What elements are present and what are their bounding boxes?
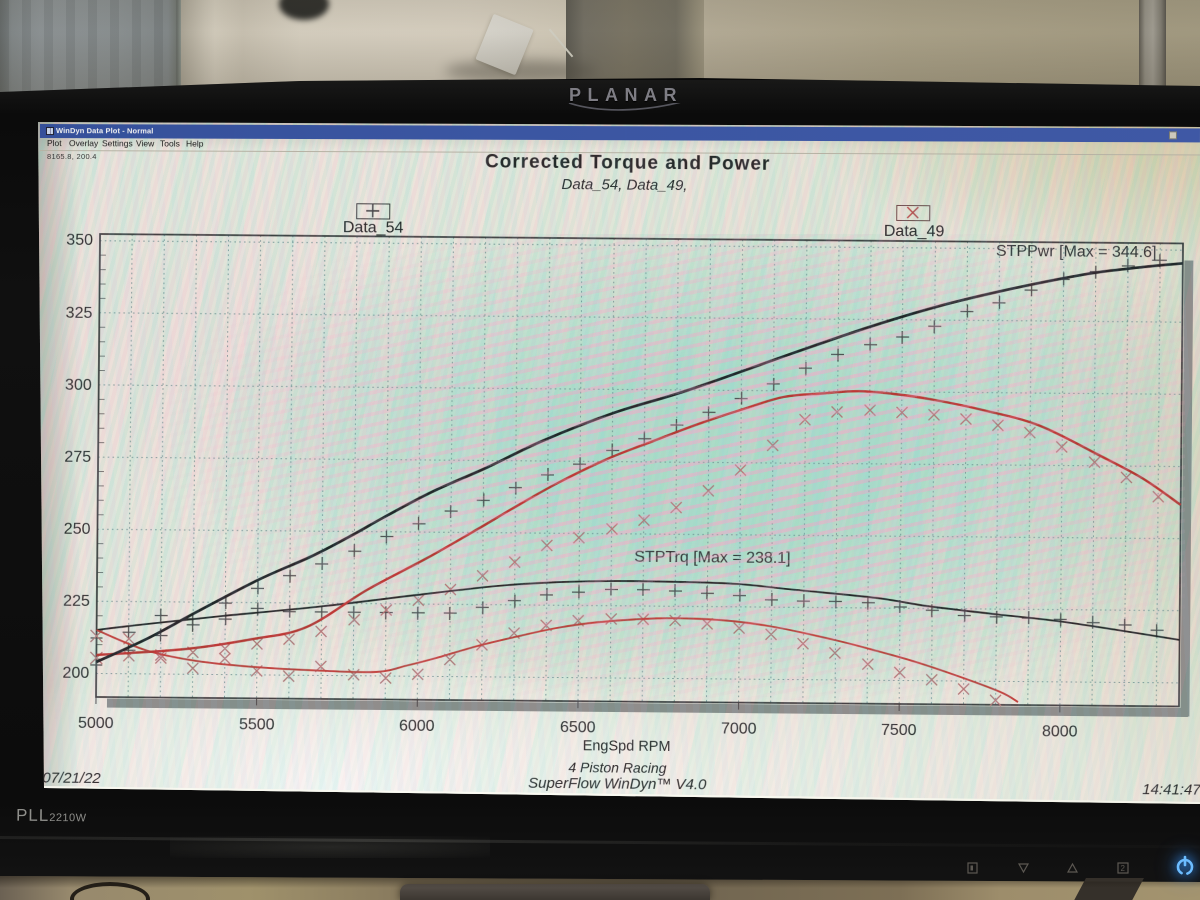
svg-text:2: 2 [1121,864,1126,873]
